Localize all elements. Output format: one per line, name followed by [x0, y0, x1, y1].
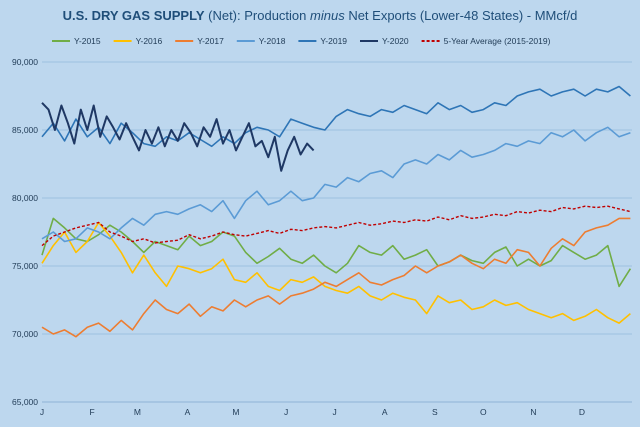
- x-tick-label: F: [90, 407, 95, 417]
- legend-label: Y-2017: [197, 36, 224, 46]
- x-tick-label: O: [480, 407, 487, 417]
- series-line: [41, 217, 632, 288]
- x-tick-label: J: [284, 407, 288, 417]
- y-tick-label: 90,000: [12, 57, 38, 67]
- legend-label: Y-2020: [382, 36, 409, 46]
- x-tick-label: D: [579, 407, 585, 417]
- chart-title-part-1: (Net): Production: [205, 8, 311, 23]
- x-tick-label: A: [185, 407, 191, 417]
- x-tick-label: A: [382, 407, 388, 417]
- x-tick-label: M: [134, 407, 141, 417]
- series-line: [41, 102, 315, 172]
- series-line: [41, 221, 631, 324]
- legend-label: 5-Year Average (2015-2019): [444, 36, 551, 46]
- legend-label: Y-2015: [74, 36, 101, 46]
- x-tick-label: M: [232, 407, 239, 417]
- legend-label: Y-2019: [320, 36, 347, 46]
- gridlines: [42, 61, 632, 403]
- chart-title-italic: minus: [310, 8, 345, 23]
- x-tick-label: S: [432, 407, 438, 417]
- y-tick-label: 65,000: [12, 397, 38, 407]
- y-tick-label: 85,000: [12, 125, 38, 135]
- series-line: [41, 205, 631, 247]
- x-tick-label: J: [40, 407, 44, 417]
- series-line: [41, 126, 631, 243]
- x-tick-label: N: [530, 407, 536, 417]
- legend: Y-2015 Y-2016 Y-2017 Y-2018 Y-2019 Y-2020 5-Ye…: [52, 36, 551, 46]
- legend-label: Y-2016: [136, 36, 163, 46]
- y-tick-label: 75,000: [12, 261, 38, 271]
- y-tick-label: 80,000: [12, 193, 38, 203]
- y-tick-label: 70,000: [12, 329, 38, 339]
- y-axis-ticks: 65,000 70,000 75,000 80,000 85,000 90,000: [12, 57, 38, 407]
- chart-title-bold: U.S. DRY GAS SUPPLY: [63, 8, 205, 23]
- chart-title: U.S. DRY GAS SUPPLY (Net): Production mi…: [63, 8, 578, 23]
- x-tick-label: J: [332, 407, 336, 417]
- series-line: [41, 85, 631, 148]
- series-line: [41, 217, 631, 338]
- chart-title-part-2: Net Exports (Lower-48 States) - MMcf/d: [345, 8, 578, 23]
- series-lines: [41, 85, 632, 338]
- legend-label: Y-2018: [259, 36, 286, 46]
